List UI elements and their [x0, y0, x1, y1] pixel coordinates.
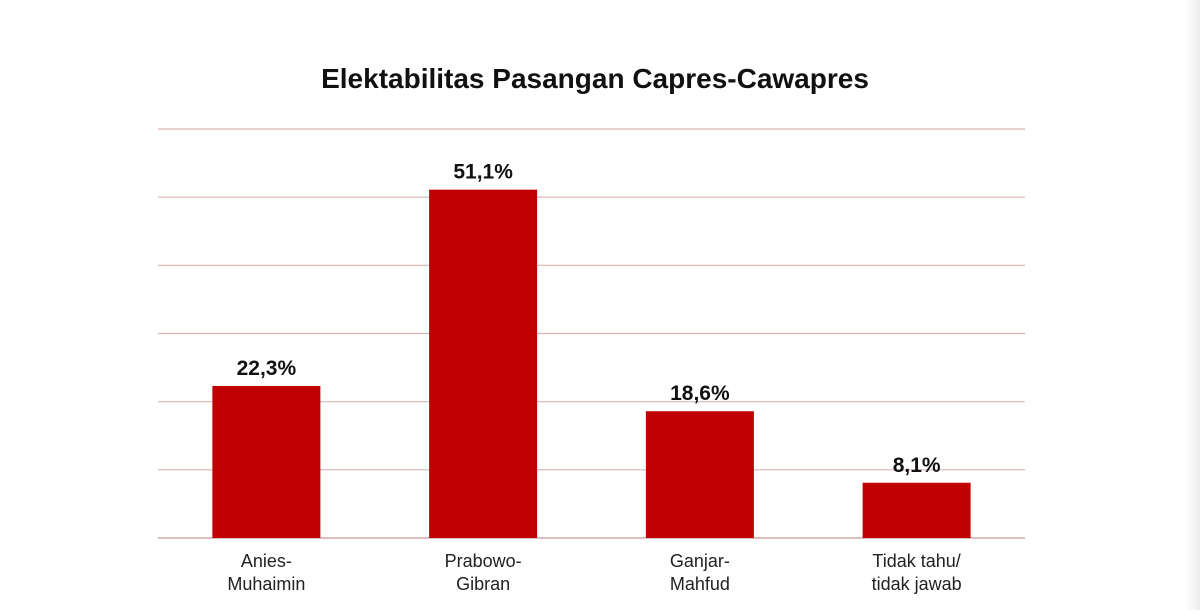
- x-tick-label-line: Muhaimin: [227, 574, 305, 594]
- x-tick-labels: Anies- Muhaimin Prabowo- Gibran Ganjar- Mahfu…: [227, 551, 961, 594]
- data-labels: 22,3% 51,1% 18,6% 8,1%: [237, 161, 941, 477]
- bar: [212, 385, 321, 538]
- bar: [429, 189, 538, 538]
- chart-title: Elektabilitas Pasangan Capres-Cawapres: [321, 63, 869, 94]
- x-tick-label-line: Tidak tahu/: [872, 551, 960, 571]
- bars: [212, 189, 971, 538]
- x-tick-label: Ganjar- Mahfud: [670, 551, 730, 594]
- x-tick-label: Anies- Muhaimin: [227, 551, 305, 594]
- data-label: 51,1%: [453, 161, 513, 184]
- x-tick-label-line: Prabowo-: [445, 551, 522, 571]
- x-tick-label: Tidak tahu/tidak jawab: [872, 551, 962, 594]
- x-tick-label-line: Mahfud: [670, 574, 730, 594]
- data-label: 22,3%: [237, 357, 297, 380]
- bar: [645, 411, 754, 538]
- x-tick-label-line: Anies-: [241, 551, 292, 571]
- x-tick-label: Prabowo- Gibran: [445, 551, 522, 594]
- data-label: 8,1%: [893, 454, 941, 477]
- page-edge-shadow: [1186, 0, 1200, 610]
- x-tick-label-line: Ganjar-: [670, 551, 730, 571]
- bar: [862, 482, 971, 538]
- x-tick-label-line: Gibran: [456, 574, 510, 594]
- x-tick-label-line: tidak jawab: [872, 574, 962, 594]
- data-label: 18,6%: [670, 382, 730, 405]
